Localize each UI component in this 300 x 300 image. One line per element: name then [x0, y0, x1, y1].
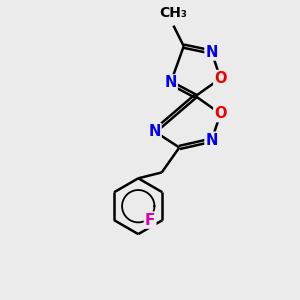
Text: N: N — [164, 75, 177, 90]
Text: O: O — [214, 71, 227, 86]
Text: F: F — [145, 213, 155, 228]
Text: CH₃: CH₃ — [160, 6, 188, 20]
Text: N: N — [206, 133, 218, 148]
Text: N: N — [148, 124, 160, 139]
Text: O: O — [214, 106, 227, 121]
Text: N: N — [206, 45, 218, 60]
